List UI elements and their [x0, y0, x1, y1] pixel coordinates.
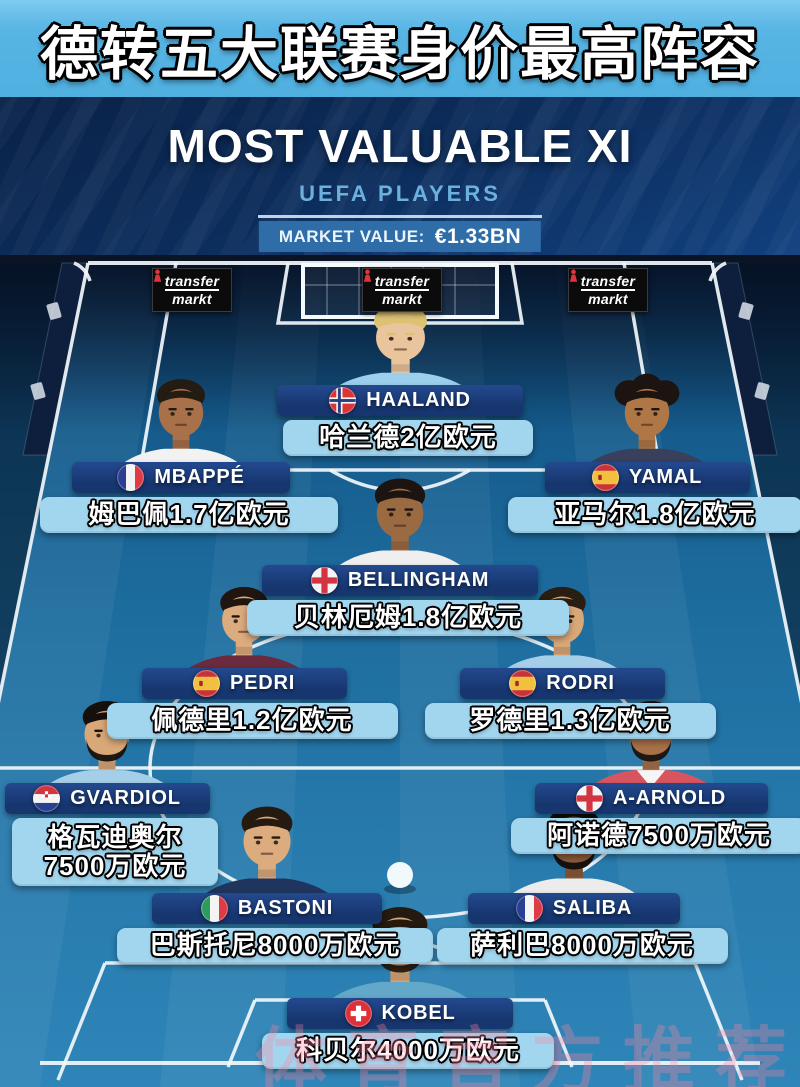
- transfermarkt-figure-icon: [153, 269, 162, 282]
- banner-title: 德转五大联赛身价最高阵容: [39, 21, 760, 87]
- transfermarkt-logo: transfer markt: [568, 268, 648, 312]
- market-value-amount: €1.33BN: [434, 224, 522, 248]
- header-section: MOST VALUABLE XI UEFA PLAYERS MARKET VAL…: [0, 97, 800, 255]
- transfermarkt-logo: transfer markt: [152, 268, 232, 312]
- top-banner: 德转五大联赛身价最高阵容: [0, 0, 800, 97]
- main-title: MOST VALUABLE XI: [167, 120, 633, 172]
- market-value-bar: MARKET VALUE: €1.33BN: [258, 221, 542, 252]
- transfermarkt-figure-icon: [363, 269, 372, 282]
- transfermarkt-figure-icon: [569, 269, 578, 282]
- pitch-section: transfer markt transfer markt transfer m…: [0, 255, 800, 1087]
- subtitle: UEFA PLAYERS: [299, 181, 501, 206]
- market-value-label: MARKET VALUE:: [278, 226, 425, 246]
- divider-line: [258, 215, 542, 218]
- transfermarkt-logo: transfer markt: [362, 268, 442, 312]
- pitch-graphic: [0, 255, 800, 1087]
- football: [387, 862, 413, 888]
